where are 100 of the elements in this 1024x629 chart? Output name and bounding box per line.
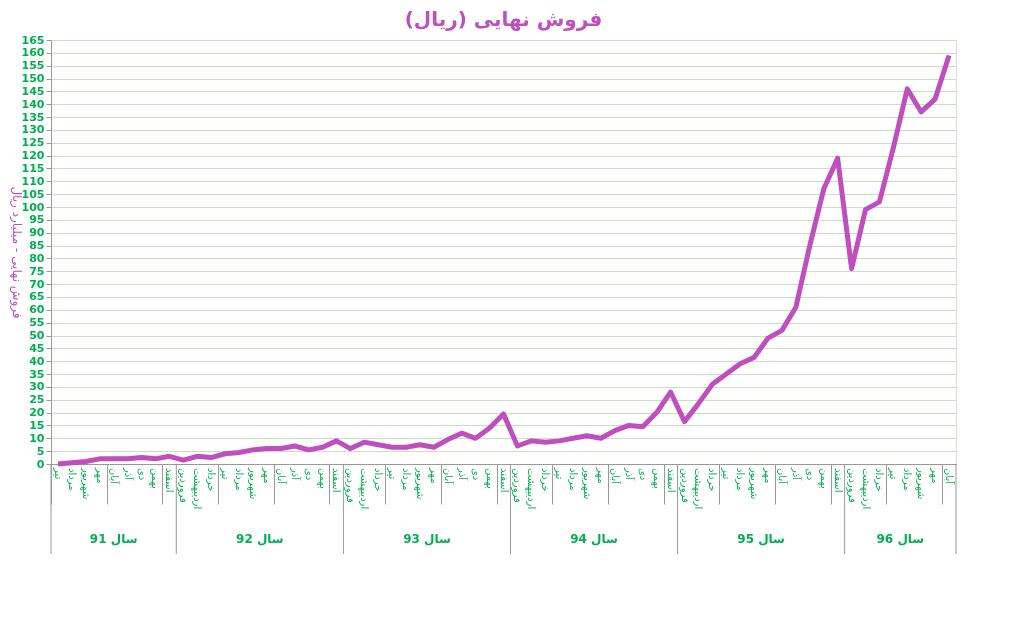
x-tick-label: فروردین <box>678 468 691 504</box>
x-tick-label: مرداد <box>233 468 245 491</box>
y-tick-label: 80 <box>29 251 45 265</box>
x-tick-label: بهمن <box>149 468 162 489</box>
x-tick-label: اسفند <box>665 468 677 493</box>
x-tick-label: اردیبهشت <box>358 468 371 510</box>
chart-title: فروش نهایی (ریال) <box>404 7 603 31</box>
x-tick-label: اسفند <box>498 468 510 493</box>
x-tick-label: فروردین <box>344 468 357 504</box>
y-tick-label: 15 <box>29 418 45 432</box>
y-tick-label: 95 <box>29 213 45 227</box>
y-tick-label: 150 <box>21 72 45 86</box>
x-tick-label: شهریور <box>748 467 761 500</box>
x-tick-label: مهر <box>594 467 607 484</box>
y-tick-label: 145 <box>21 84 45 98</box>
x-tick-label: مهر <box>762 467 775 484</box>
x-tick-label: فروردین <box>845 468 858 504</box>
x-tick-label: آذر <box>623 467 636 482</box>
x-tick-label: اسفند <box>331 468 343 493</box>
x-tick-label: آبان <box>944 468 957 486</box>
x-tick-label: شهریور <box>915 467 928 500</box>
x-tick-label: مرداد <box>735 468 747 491</box>
y-tick-label: 40 <box>29 354 45 368</box>
text: سال 91 <box>89 532 138 546</box>
x-tick-label: شهریور <box>581 467 594 500</box>
y-tick-label: 10 <box>29 431 45 445</box>
y-tick-label: 30 <box>29 380 45 394</box>
x-tick-label: بهمن <box>650 468 663 489</box>
y-tick-label: 65 <box>29 290 45 304</box>
x-tick-label: تیر <box>888 467 900 480</box>
x-tick-label: آذر <box>122 467 135 482</box>
text: سال 95 <box>737 532 785 546</box>
text: سال 93 <box>403 532 451 546</box>
x-tick-label: فروردین <box>177 468 190 504</box>
x-tick-label: تیر <box>554 467 566 480</box>
x-tick-label: مهر <box>93 467 106 484</box>
x-tick-label: شهریور <box>246 467 259 500</box>
x-tick-label: اردیبهشت <box>191 468 204 510</box>
text: سال 96 <box>876 532 925 546</box>
x-tick-label: خرداد <box>373 468 385 492</box>
x-tick-label: شهریور <box>79 467 92 500</box>
x-tick-label: مهر <box>427 467 440 484</box>
text: سال 94 <box>570 532 618 546</box>
x-tick-label: اسفند <box>164 468 176 493</box>
x-tick-label: خرداد <box>206 468 218 492</box>
y-tick-label: 60 <box>29 303 45 317</box>
x-tick-label: بهمن <box>316 468 329 489</box>
x-tick-label: مرداد <box>401 468 413 491</box>
x-tick-label: اردیبهشت <box>859 468 872 510</box>
x-tick-label: دی <box>303 468 315 481</box>
y-tick-label: 140 <box>21 97 45 111</box>
y-tick-label: 50 <box>29 329 45 343</box>
x-tick-label: مهر <box>929 467 942 484</box>
x-tick-label: دی <box>470 468 482 481</box>
x-tick-label: آبان <box>108 468 121 486</box>
text: سال 92 <box>236 532 284 546</box>
x-tick-label: اردیبهشت <box>692 468 705 510</box>
y-tick-label: 115 <box>21 161 45 175</box>
y-tick-label: 165 <box>21 33 45 47</box>
x-tick-label: خرداد <box>874 468 886 492</box>
x-tick-label: مرداد <box>568 468 580 491</box>
y-tick-label: 160 <box>21 46 45 60</box>
x-tick-label: خرداد <box>540 468 552 492</box>
x-tick-label: آبان <box>776 468 789 486</box>
x-tick-label: مهر <box>260 467 273 484</box>
x-tick-label: دی <box>804 468 816 481</box>
x-tick-label: تیر <box>387 467 399 480</box>
y-tick-label: 135 <box>21 110 45 124</box>
y-tick-label: 105 <box>21 187 45 201</box>
x-tick-label: فروردین <box>511 468 524 504</box>
x-tick-label: اردیبهشت <box>525 468 538 510</box>
x-tick-label: آذر <box>790 467 803 482</box>
x-tick-label: دی <box>136 468 148 481</box>
x-tick-label: آذر <box>456 467 469 482</box>
x-tick-label: خرداد <box>707 468 719 492</box>
y-tick-label: 155 <box>21 59 45 73</box>
y-tick-label: 35 <box>29 367 45 381</box>
x-tick-label: بهمن <box>817 468 830 489</box>
y-tick-label: 100 <box>21 200 45 214</box>
x-tick-label: بهمن <box>483 468 496 489</box>
x-tick-label: آذر <box>289 467 302 482</box>
x-tick-label: تیر <box>721 467 733 480</box>
x-tick-label: مرداد <box>66 468 78 491</box>
y-tick-label: 120 <box>21 149 45 163</box>
y-tick-label: 20 <box>29 406 45 420</box>
y-tick-label: 0 <box>36 457 45 471</box>
y-tick-label: 85 <box>29 239 45 253</box>
x-tick-label: اسفند <box>832 468 844 493</box>
x-tick-label: تیر <box>52 467 64 480</box>
x-tick-label: مرداد <box>902 468 914 491</box>
y-tick-label: 125 <box>21 136 45 150</box>
y-tick-label: 110 <box>21 174 45 188</box>
y-tick-label: 25 <box>29 393 45 407</box>
x-tick-label: آبان <box>609 468 622 486</box>
y-tick-label: 55 <box>29 316 45 330</box>
y-tick-label: 130 <box>21 123 45 137</box>
x-tick-label: دی <box>637 468 649 481</box>
y-tick-label: 5 <box>36 444 45 458</box>
x-tick-label: شهریور <box>413 467 426 500</box>
x-tick-label: تیر <box>220 467 232 480</box>
